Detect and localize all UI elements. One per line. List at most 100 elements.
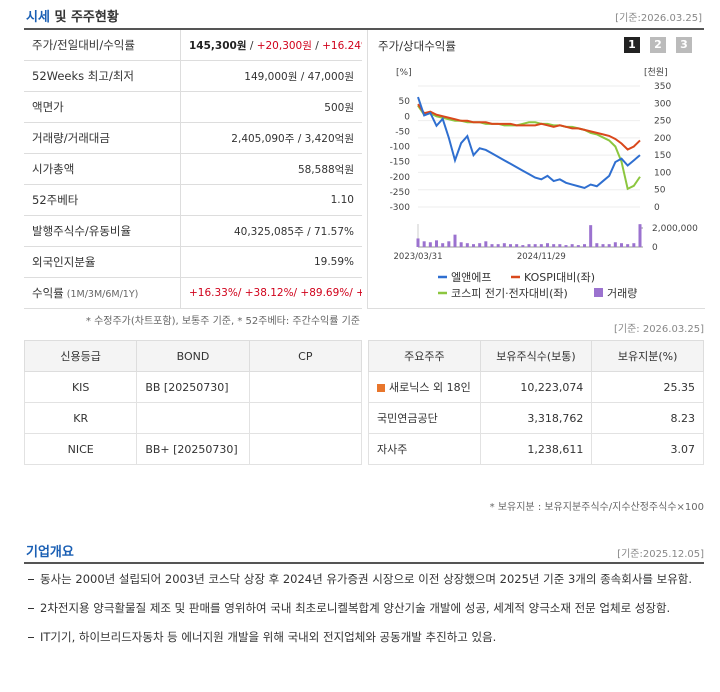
- item-text: 동사는 2000년 설립되어 2003년 코스닥 상장 후 2024년 유가증권…: [40, 572, 693, 586]
- legend-swatch: [594, 288, 603, 297]
- label: 액면가: [32, 100, 64, 114]
- volume-bar: [490, 244, 494, 247]
- header-cell: 보유지분(%): [591, 340, 704, 372]
- y-tick-label: -100: [390, 143, 411, 153]
- cell: 25.35: [591, 371, 704, 403]
- title-rest: 및 주주현황: [54, 10, 119, 25]
- cell: 3,318,762: [479, 402, 593, 434]
- y2-tick-label: 250: [654, 117, 671, 127]
- y-tick-label: -300: [390, 203, 411, 213]
- value-cell: +16.33%/ +38.12%/ +89.69%/ +111.50%: [180, 277, 362, 309]
- volume-bar: [583, 244, 586, 247]
- label-cell: 52Weeks 최고/최저: [24, 60, 181, 92]
- cell-text: 1,238,611: [527, 442, 584, 456]
- info-table: 주가/전일대비/수익률 145,300원 / +20,300원 / +16.24%…: [24, 30, 362, 309]
- label-cell: 액면가: [24, 91, 181, 123]
- y2-tick-label: 100: [654, 168, 671, 178]
- label-note: (1M/3M/6M/1Y): [66, 289, 139, 300]
- y-tick-label: 0: [404, 112, 410, 122]
- v-tick-label: 0: [652, 243, 658, 253]
- cell: [248, 371, 363, 403]
- volume-bar: [453, 234, 457, 247]
- info-row: 시가총액 58,588억원: [24, 153, 362, 185]
- y2-tick-label: 300: [654, 99, 671, 109]
- cell-text: 3,318,762: [527, 411, 584, 425]
- chart-button[interactable]: 1: [624, 37, 640, 53]
- volume-bar: [527, 244, 531, 247]
- date: [기준:2026.03.25]: [615, 13, 702, 24]
- holders-table: 주요주주 보유주식수(보통) 보유지분(%) 새로닉스 외 18인 10,223,074…: [368, 340, 704, 465]
- line-series: [417, 103, 641, 151]
- rule: [24, 28, 704, 30]
- header-cell: BOND: [136, 340, 250, 372]
- volume-bar: [564, 245, 568, 247]
- value: 19.59%: [313, 256, 354, 268]
- info-row: 액면가 500원: [24, 91, 362, 123]
- cell: 3.07: [591, 433, 704, 465]
- volume-bar: [638, 224, 642, 247]
- volume-bar: [539, 244, 543, 247]
- row: NICE BB+ [20250730]: [23, 433, 363, 465]
- value-cell: 1.10: [180, 184, 362, 216]
- y2-tick-label: 350: [654, 82, 671, 92]
- y-tick-label: -50: [395, 127, 410, 137]
- line-series: [417, 105, 641, 191]
- volume-bar: [465, 243, 469, 247]
- volume-bar: [558, 244, 562, 247]
- info-row: 거래량/거래대금 2,405,090주 / 3,420억원: [24, 122, 362, 154]
- volume-bar: [613, 242, 617, 247]
- volume-bar: [484, 241, 488, 247]
- volume-bar: [502, 243, 506, 247]
- volume-bar: [447, 241, 451, 247]
- header-row: 주요주주 보유주식수(보통) 보유지분(%): [368, 340, 704, 372]
- section-title: 기업개요: [26, 545, 74, 560]
- chart-button[interactable]: 3: [676, 37, 692, 53]
- header-cell: 신용등급: [23, 340, 138, 372]
- volume-bar: [589, 225, 593, 247]
- label-cell: 수익률 (1M/3M/6M/1Y): [24, 277, 181, 309]
- y2-tick-label: 50: [654, 186, 666, 196]
- rule: [24, 562, 704, 564]
- label-cell: 시가총액: [24, 153, 181, 185]
- legend-label: KOSPI대비(좌): [524, 271, 595, 284]
- info-row: 52Weeks 최고/최저 149,000원 / 47,000원: [24, 60, 362, 92]
- value-cell: 2,405,090주 / 3,420억원: [180, 122, 362, 154]
- info-row: 발행주식수/유동비율 40,325,085주 / 71.57%: [24, 215, 362, 247]
- axis-unit: [%]: [396, 68, 412, 78]
- volume-bar: [595, 243, 599, 247]
- info-row: 외국인지분율 19.59%: [24, 246, 362, 278]
- value-cell: 145,300원 / +20,300원 / +16.24%: [180, 30, 362, 61]
- label-cell: 외국인지분율: [24, 246, 181, 278]
- value-cell: 500원: [180, 91, 362, 123]
- volume-bar: [626, 244, 630, 247]
- row: KIS BB [20250730]: [23, 371, 363, 403]
- cell-text: 10,223,074: [520, 380, 584, 394]
- bullet: [28, 637, 34, 638]
- cell: NICE: [23, 433, 138, 465]
- note: * 수정주가(차트포함), 보통주 기준, * 52주베타: 주간수익률 기준: [85, 316, 360, 327]
- y2-tick-label: 150: [654, 151, 671, 161]
- value: 1.10: [330, 194, 354, 206]
- volume-bar: [509, 244, 512, 247]
- label-cell: 주가/전일대비/수익률: [24, 30, 181, 61]
- volume-bar: [632, 243, 636, 247]
- expand-icon: [377, 384, 385, 392]
- cell: BB+ [20250730]: [136, 433, 250, 465]
- volume-bar: [459, 242, 463, 247]
- cell-text: BB+ [20250730]: [145, 442, 238, 456]
- cell: [248, 433, 363, 465]
- legend-label: 거래량: [607, 287, 637, 300]
- overview-item: 동사는 2000년 설립되어 2003년 코스닥 상장 후 2024년 유가증권…: [26, 570, 698, 588]
- y-tick-label: 50: [399, 97, 411, 107]
- info-row: 주가/전일대비/수익률 145,300원 / +20,300원 / +16.24%: [24, 30, 362, 61]
- cell: 1,238,611: [479, 433, 593, 465]
- cell-text: 국민연금공단: [377, 412, 438, 425]
- volume-bar: [435, 240, 438, 247]
- value: +16.24%: [322, 39, 362, 52]
- chart-button[interactable]: 2: [650, 37, 666, 53]
- label-cell: 발행주식수/유동비율: [24, 215, 181, 247]
- cell: KR: [23, 402, 138, 434]
- value: 145,300원: [189, 39, 247, 52]
- row: 새로닉스 외 18인 10,223,074 25.35: [368, 371, 704, 403]
- volume-bar: [607, 244, 611, 247]
